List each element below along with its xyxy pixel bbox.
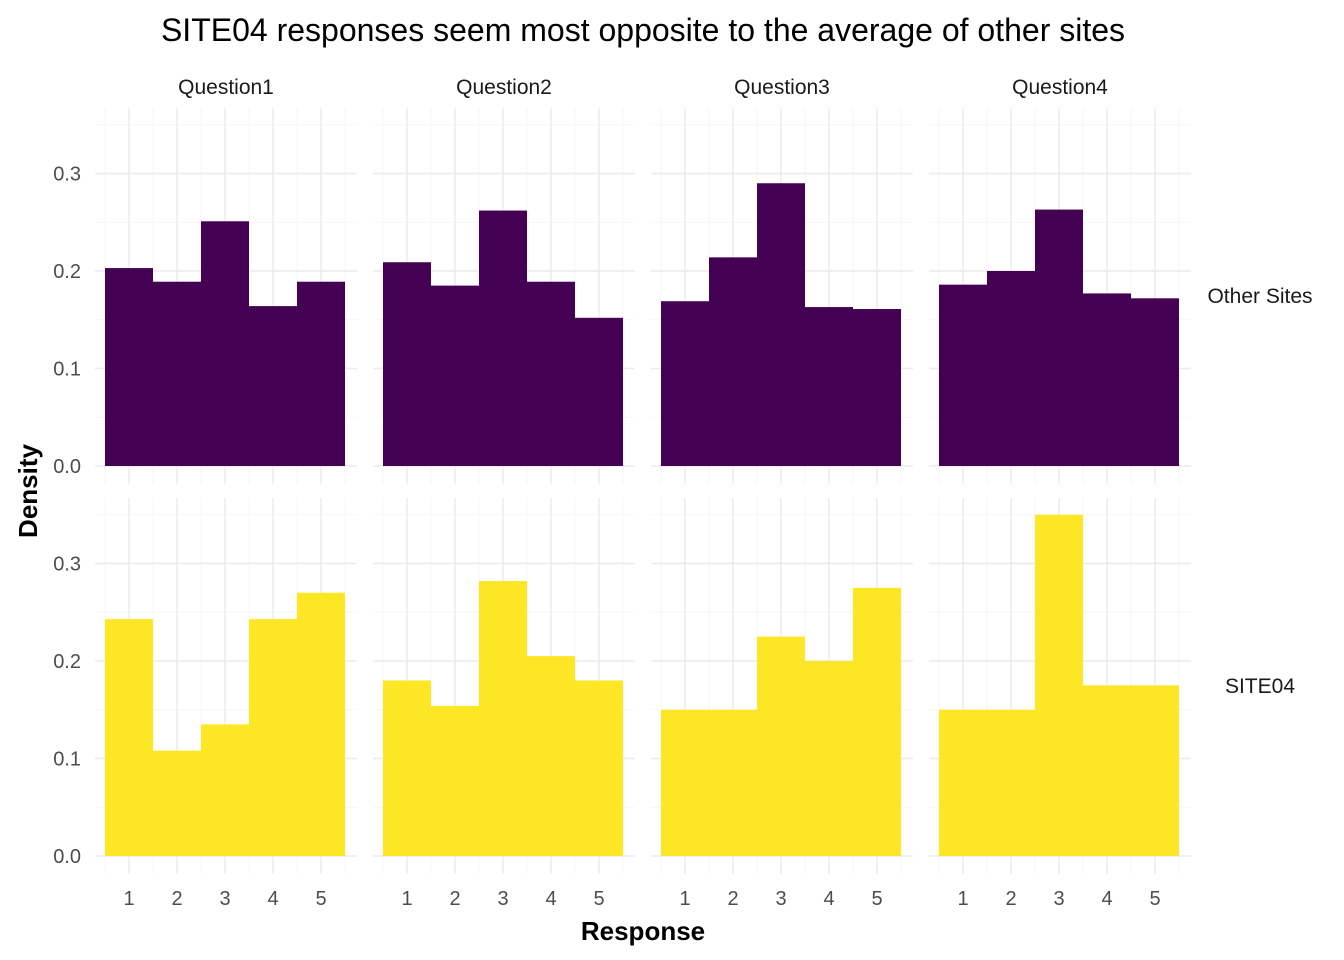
- histogram-bar: [1035, 209, 1083, 466]
- histogram-bar: [1131, 298, 1179, 466]
- y-tick-label: 0.3: [53, 164, 81, 186]
- column-strip-label: Question1: [178, 76, 274, 99]
- column-strip-labels: Question1 Question2 Question3 Question4: [178, 76, 1108, 99]
- histogram-bar: [939, 284, 987, 466]
- histogram-bar: [939, 709, 987, 856]
- histogram-bar: [987, 709, 1035, 856]
- x-tick-label: 3: [1053, 888, 1064, 910]
- histogram-bar: [805, 307, 853, 466]
- histogram-bar: [527, 281, 575, 466]
- x-tick-label: 2: [727, 888, 738, 910]
- facet-panel: [95, 498, 357, 874]
- x-tick-label: 2: [449, 888, 460, 910]
- y-tick-label: 0.2: [53, 261, 81, 283]
- x-tick-label: 1: [679, 888, 690, 910]
- column-strip-label: Question2: [456, 76, 552, 99]
- histogram-bar: [661, 709, 709, 856]
- histogram-bar: [1131, 685, 1179, 856]
- histogram-bar: [383, 262, 431, 466]
- x-tick-label: 2: [1005, 888, 1016, 910]
- histogram-bar: [1083, 293, 1131, 466]
- histogram-bar: [105, 268, 153, 466]
- x-axis-title: Response: [581, 916, 705, 946]
- histogram-bar: [479, 581, 527, 856]
- histogram-bar: [297, 281, 345, 466]
- column-strip-label: Question4: [1012, 76, 1108, 99]
- histogram-bar: [805, 661, 853, 856]
- facet-panel: [95, 108, 357, 484]
- histogram-bar: [383, 680, 431, 856]
- x-tick-label: 5: [593, 888, 604, 910]
- histogram-bar: [431, 705, 479, 856]
- facet-panel: [373, 108, 635, 484]
- histogram-bar: [709, 709, 757, 856]
- facet-panels: [95, 108, 1191, 874]
- x-tick-label: 4: [1101, 888, 1112, 910]
- histogram-bar: [105, 619, 153, 856]
- histogram-bar: [575, 317, 623, 466]
- row-strip-label: Other Sites: [1207, 285, 1312, 308]
- column-strip-label: Question3: [734, 76, 830, 99]
- y-axis-title: Density: [13, 444, 43, 538]
- y-tick-label: 0.2: [53, 651, 81, 673]
- facet-panel: [373, 498, 635, 874]
- x-tick-label: 1: [401, 888, 412, 910]
- histogram-bar: [431, 285, 479, 466]
- histogram-bar: [1083, 685, 1131, 856]
- facet-panel: [929, 498, 1191, 874]
- histogram-bar: [987, 271, 1035, 466]
- x-tick-label: 5: [871, 888, 882, 910]
- x-tick-label: 2: [171, 888, 182, 910]
- histogram-bar: [853, 309, 901, 466]
- y-axis-tick-labels: 0.0 0.1 0.2 0.3 0.0 0.1 0.2 0.3: [53, 164, 81, 869]
- x-tick-label: 1: [123, 888, 134, 910]
- x-tick-label: 3: [775, 888, 786, 910]
- x-tick-label: 5: [315, 888, 326, 910]
- x-tick-label: 5: [1149, 888, 1160, 910]
- histogram-bar: [709, 257, 757, 466]
- x-tick-label: 3: [219, 888, 230, 910]
- x-axis-tick-labels: 1 2 3 4 5 1 2 3 4 5 1 2 3 4 5 1 2 3 4 5: [123, 888, 1160, 910]
- y-tick-label: 0.1: [53, 359, 81, 381]
- histogram-bar: [201, 221, 249, 466]
- facet-panel: [929, 108, 1191, 484]
- facet-panel: [651, 108, 913, 484]
- histogram-bar: [853, 587, 901, 856]
- histogram-bar: [1035, 514, 1083, 856]
- histogram-bar: [153, 281, 201, 466]
- histogram-bar: [575, 680, 623, 856]
- x-tick-label: 1: [957, 888, 968, 910]
- x-tick-label: 4: [545, 888, 556, 910]
- y-tick-label: 0.1: [53, 749, 81, 771]
- row-strip-labels: Other Sites SITE04: [1207, 285, 1312, 698]
- x-tick-label: 4: [823, 888, 834, 910]
- row-strip-label: SITE04: [1225, 675, 1295, 698]
- histogram-bar: [757, 183, 805, 466]
- x-tick-label: 3: [497, 888, 508, 910]
- histogram-bar: [661, 301, 709, 466]
- chart-title: SITE04 responses seem most opposite to t…: [161, 12, 1125, 48]
- y-tick-label: 0.0: [53, 456, 81, 478]
- y-tick-label: 0.3: [53, 554, 81, 576]
- histogram-bar: [153, 750, 201, 856]
- histogram-bar: [757, 636, 805, 856]
- histogram-bar: [201, 724, 249, 856]
- y-tick-label: 0.0: [53, 846, 81, 868]
- histogram-bar: [249, 306, 297, 466]
- histogram-bar: [479, 210, 527, 466]
- histogram-bar: [297, 592, 345, 856]
- facet-panel: [651, 498, 913, 874]
- x-tick-label: 4: [267, 888, 278, 910]
- histogram-bar: [527, 656, 575, 856]
- histogram-bar: [249, 619, 297, 856]
